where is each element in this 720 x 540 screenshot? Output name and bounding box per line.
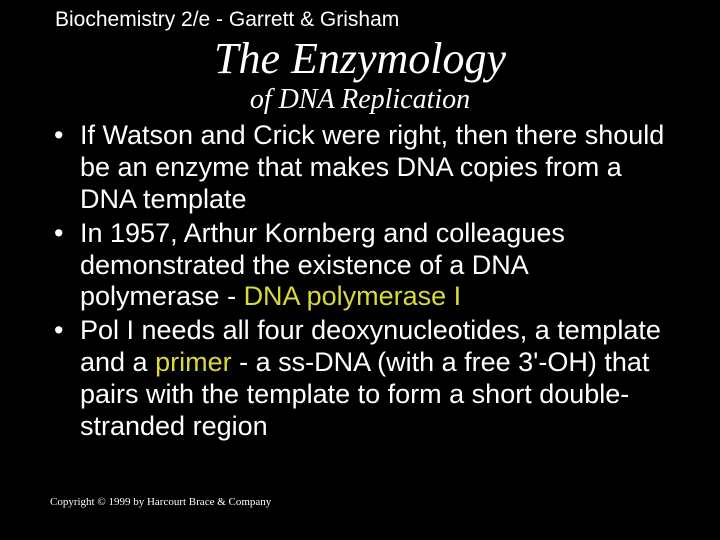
bullet-text: If Watson and Crick were right, then the… bbox=[80, 120, 664, 214]
slide-subtitle: of DNA Replication bbox=[50, 84, 670, 116]
bullet-list: If Watson and Crick were right, then the… bbox=[50, 120, 670, 443]
copyright-footer: Copyright © 1999 by Harcourt Brace & Com… bbox=[50, 496, 271, 508]
highlight-text: DNA polymerase I bbox=[244, 281, 462, 311]
list-item: If Watson and Crick were right, then the… bbox=[50, 120, 670, 216]
highlight-text: primer bbox=[155, 347, 232, 377]
list-item: Pol I needs all four deoxynucleotides, a… bbox=[50, 315, 670, 442]
list-item: In 1957, Arthur Kornberg and colleagues … bbox=[50, 218, 670, 314]
book-header: Biochemistry 2/e - Garrett & Grisham bbox=[55, 8, 670, 32]
slide-title: The Enzymology bbox=[140, 36, 580, 82]
slide: Biochemistry 2/e - Garrett & Grisham The… bbox=[0, 0, 720, 540]
